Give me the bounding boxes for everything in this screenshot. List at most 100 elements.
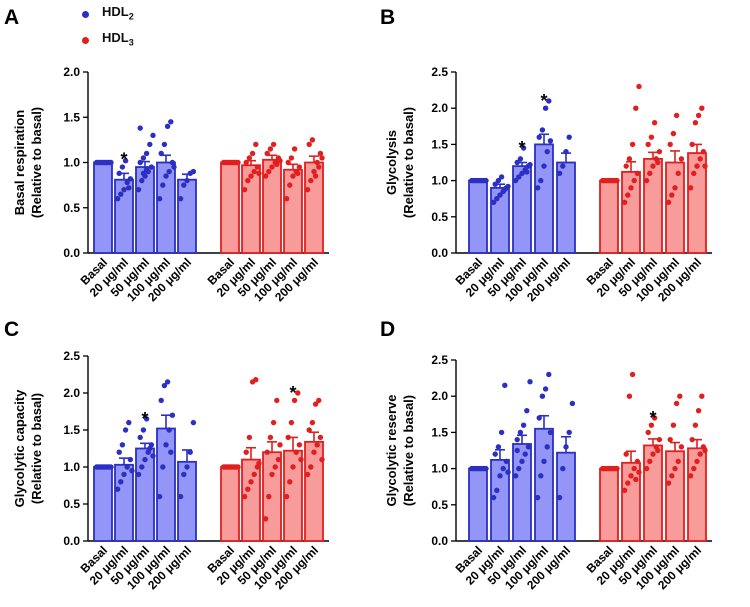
data-point-a <box>316 164 322 170</box>
data-point-a <box>147 141 153 148</box>
data-point-b <box>678 156 685 162</box>
data-point-b <box>699 105 705 111</box>
data-point-c <box>137 434 143 441</box>
data-point-c <box>293 449 299 455</box>
data-point-d <box>678 444 685 450</box>
panel-letter-a: A <box>4 6 20 29</box>
data-point-b <box>534 185 541 191</box>
data-point-c <box>147 445 153 452</box>
y-tick-label-b: 2.5 <box>431 65 448 79</box>
bar-a-hdl2-2 <box>135 166 155 254</box>
data-point-b <box>546 98 552 104</box>
data-point-d <box>495 444 502 450</box>
data-point-b <box>498 174 505 180</box>
data-point-c <box>287 479 293 485</box>
data-point-a <box>285 159 291 166</box>
data-point-c <box>142 456 148 463</box>
data-point-b <box>665 199 672 206</box>
y-axis-label-a: Basal respiration <box>12 110 27 216</box>
significance-star-d: * <box>649 408 656 428</box>
bar-d-hdl3-3 <box>665 450 685 542</box>
bar-a-hdl2-0 <box>93 161 113 254</box>
panel-letter-d: D <box>380 318 396 341</box>
y-tick-label-b: 2.0 <box>431 101 448 115</box>
data-point-b <box>536 134 542 140</box>
data-point-a <box>256 170 262 177</box>
bar-c-hdl3-4 <box>304 440 324 542</box>
data-point-c <box>288 419 295 426</box>
data-point-c <box>274 397 280 404</box>
data-point-a <box>126 185 132 191</box>
bar-b-hdl3-1 <box>621 171 641 254</box>
y-tick-label-d: 1.5 <box>431 425 448 439</box>
data-point-a <box>127 176 134 182</box>
data-point-b <box>634 170 641 177</box>
y-axis-label-b: (Relative to basal) <box>401 107 416 218</box>
data-point-d <box>623 451 629 457</box>
data-point-c <box>251 471 257 478</box>
data-point-d <box>628 473 634 479</box>
bar-b-hdl2-4 <box>556 161 576 254</box>
data-point-b <box>512 177 519 184</box>
data-point-d <box>541 458 547 465</box>
y-tick-label-b: 0.5 <box>431 210 448 224</box>
data-point-c <box>283 493 290 500</box>
data-point-c <box>319 456 325 463</box>
bar-c-hdl2-2 <box>135 447 155 542</box>
data-point-a <box>312 173 319 179</box>
data-point-b <box>563 148 569 155</box>
y-tick-label-c: 1.0 <box>63 460 80 474</box>
data-point-b <box>687 185 694 191</box>
data-point-a <box>249 150 256 157</box>
data-point-d <box>536 415 542 421</box>
data-point-a <box>274 161 280 168</box>
data-point-d <box>512 473 519 479</box>
data-point-a <box>317 150 324 157</box>
bar-d-hdl3-2 <box>643 444 663 542</box>
data-point-d <box>634 458 641 465</box>
data-point-c <box>267 434 274 441</box>
data-point-b <box>560 163 566 169</box>
data-point-c <box>121 471 127 478</box>
data-point-c <box>164 379 171 385</box>
bar-d-hdl3-0 <box>599 467 619 542</box>
data-point-b <box>695 112 702 119</box>
data-point-a <box>190 168 197 175</box>
data-point-d <box>645 429 651 436</box>
data-point-d <box>677 393 683 399</box>
data-point-c <box>295 390 301 396</box>
y-axis-label-d: Glycolytic reserve <box>384 394 399 506</box>
data-point-c <box>304 471 311 478</box>
data-point-d <box>516 465 522 472</box>
data-point-c <box>158 397 164 404</box>
data-point-a <box>148 164 155 170</box>
significance-star-b: * <box>518 138 525 158</box>
data-point-a <box>164 123 171 129</box>
data-point-d <box>546 371 552 378</box>
data-point-c <box>163 442 169 448</box>
data-point-c <box>275 456 282 463</box>
data-point-c <box>166 427 172 433</box>
data-point-a <box>291 146 298 152</box>
data-point-d <box>694 458 700 465</box>
data-point-b <box>648 134 655 140</box>
data-point-d <box>647 458 653 465</box>
y-tick-label-d: 2.0 <box>431 389 448 403</box>
data-point-a <box>181 182 187 188</box>
data-point-b <box>691 170 697 177</box>
data-point-b <box>566 134 572 140</box>
data-point-c <box>264 449 270 455</box>
data-point-c <box>243 449 249 455</box>
data-point-c <box>190 419 197 426</box>
data-point-c <box>235 464 241 470</box>
data-point-c <box>266 493 272 500</box>
data-point-b <box>650 163 656 169</box>
data-point-c <box>241 493 248 500</box>
data-point-b <box>647 170 653 177</box>
data-point-c <box>114 486 121 492</box>
data-point-d <box>614 465 620 472</box>
bar-b-hdl3-2 <box>643 157 663 254</box>
data-point-c <box>184 464 190 470</box>
data-point-d <box>655 447 661 454</box>
data-point-c <box>296 442 303 448</box>
